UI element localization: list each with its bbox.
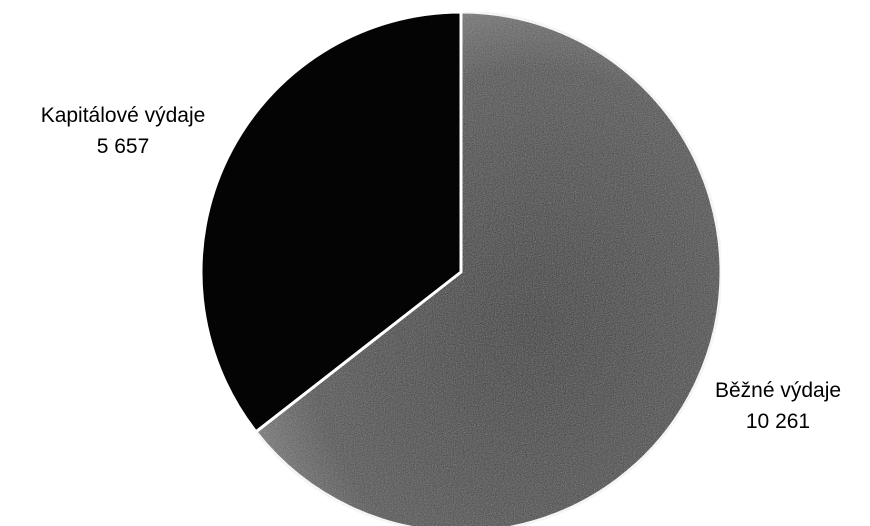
slice-label-bezne-value: 10 261 [745, 410, 811, 433]
slice-label-kapitalove-vydaje: Kapitálové výdaje 5 657 [8, 100, 238, 162]
slice-label-bezne-name: Běžné výdaje [714, 379, 842, 402]
pie-slice-kapitalove-vydaje [199, 10, 463, 434]
slice-label-kapitalove-name: Kapitálové výdaje [40, 104, 206, 127]
slice-label-bezne-vydaje: Běžné výdaje 10 261 [693, 375, 863, 437]
slice-label-kapitalove-value: 5 657 [96, 135, 150, 158]
pie-slice-bezne-vydaje [254, 10, 723, 526]
